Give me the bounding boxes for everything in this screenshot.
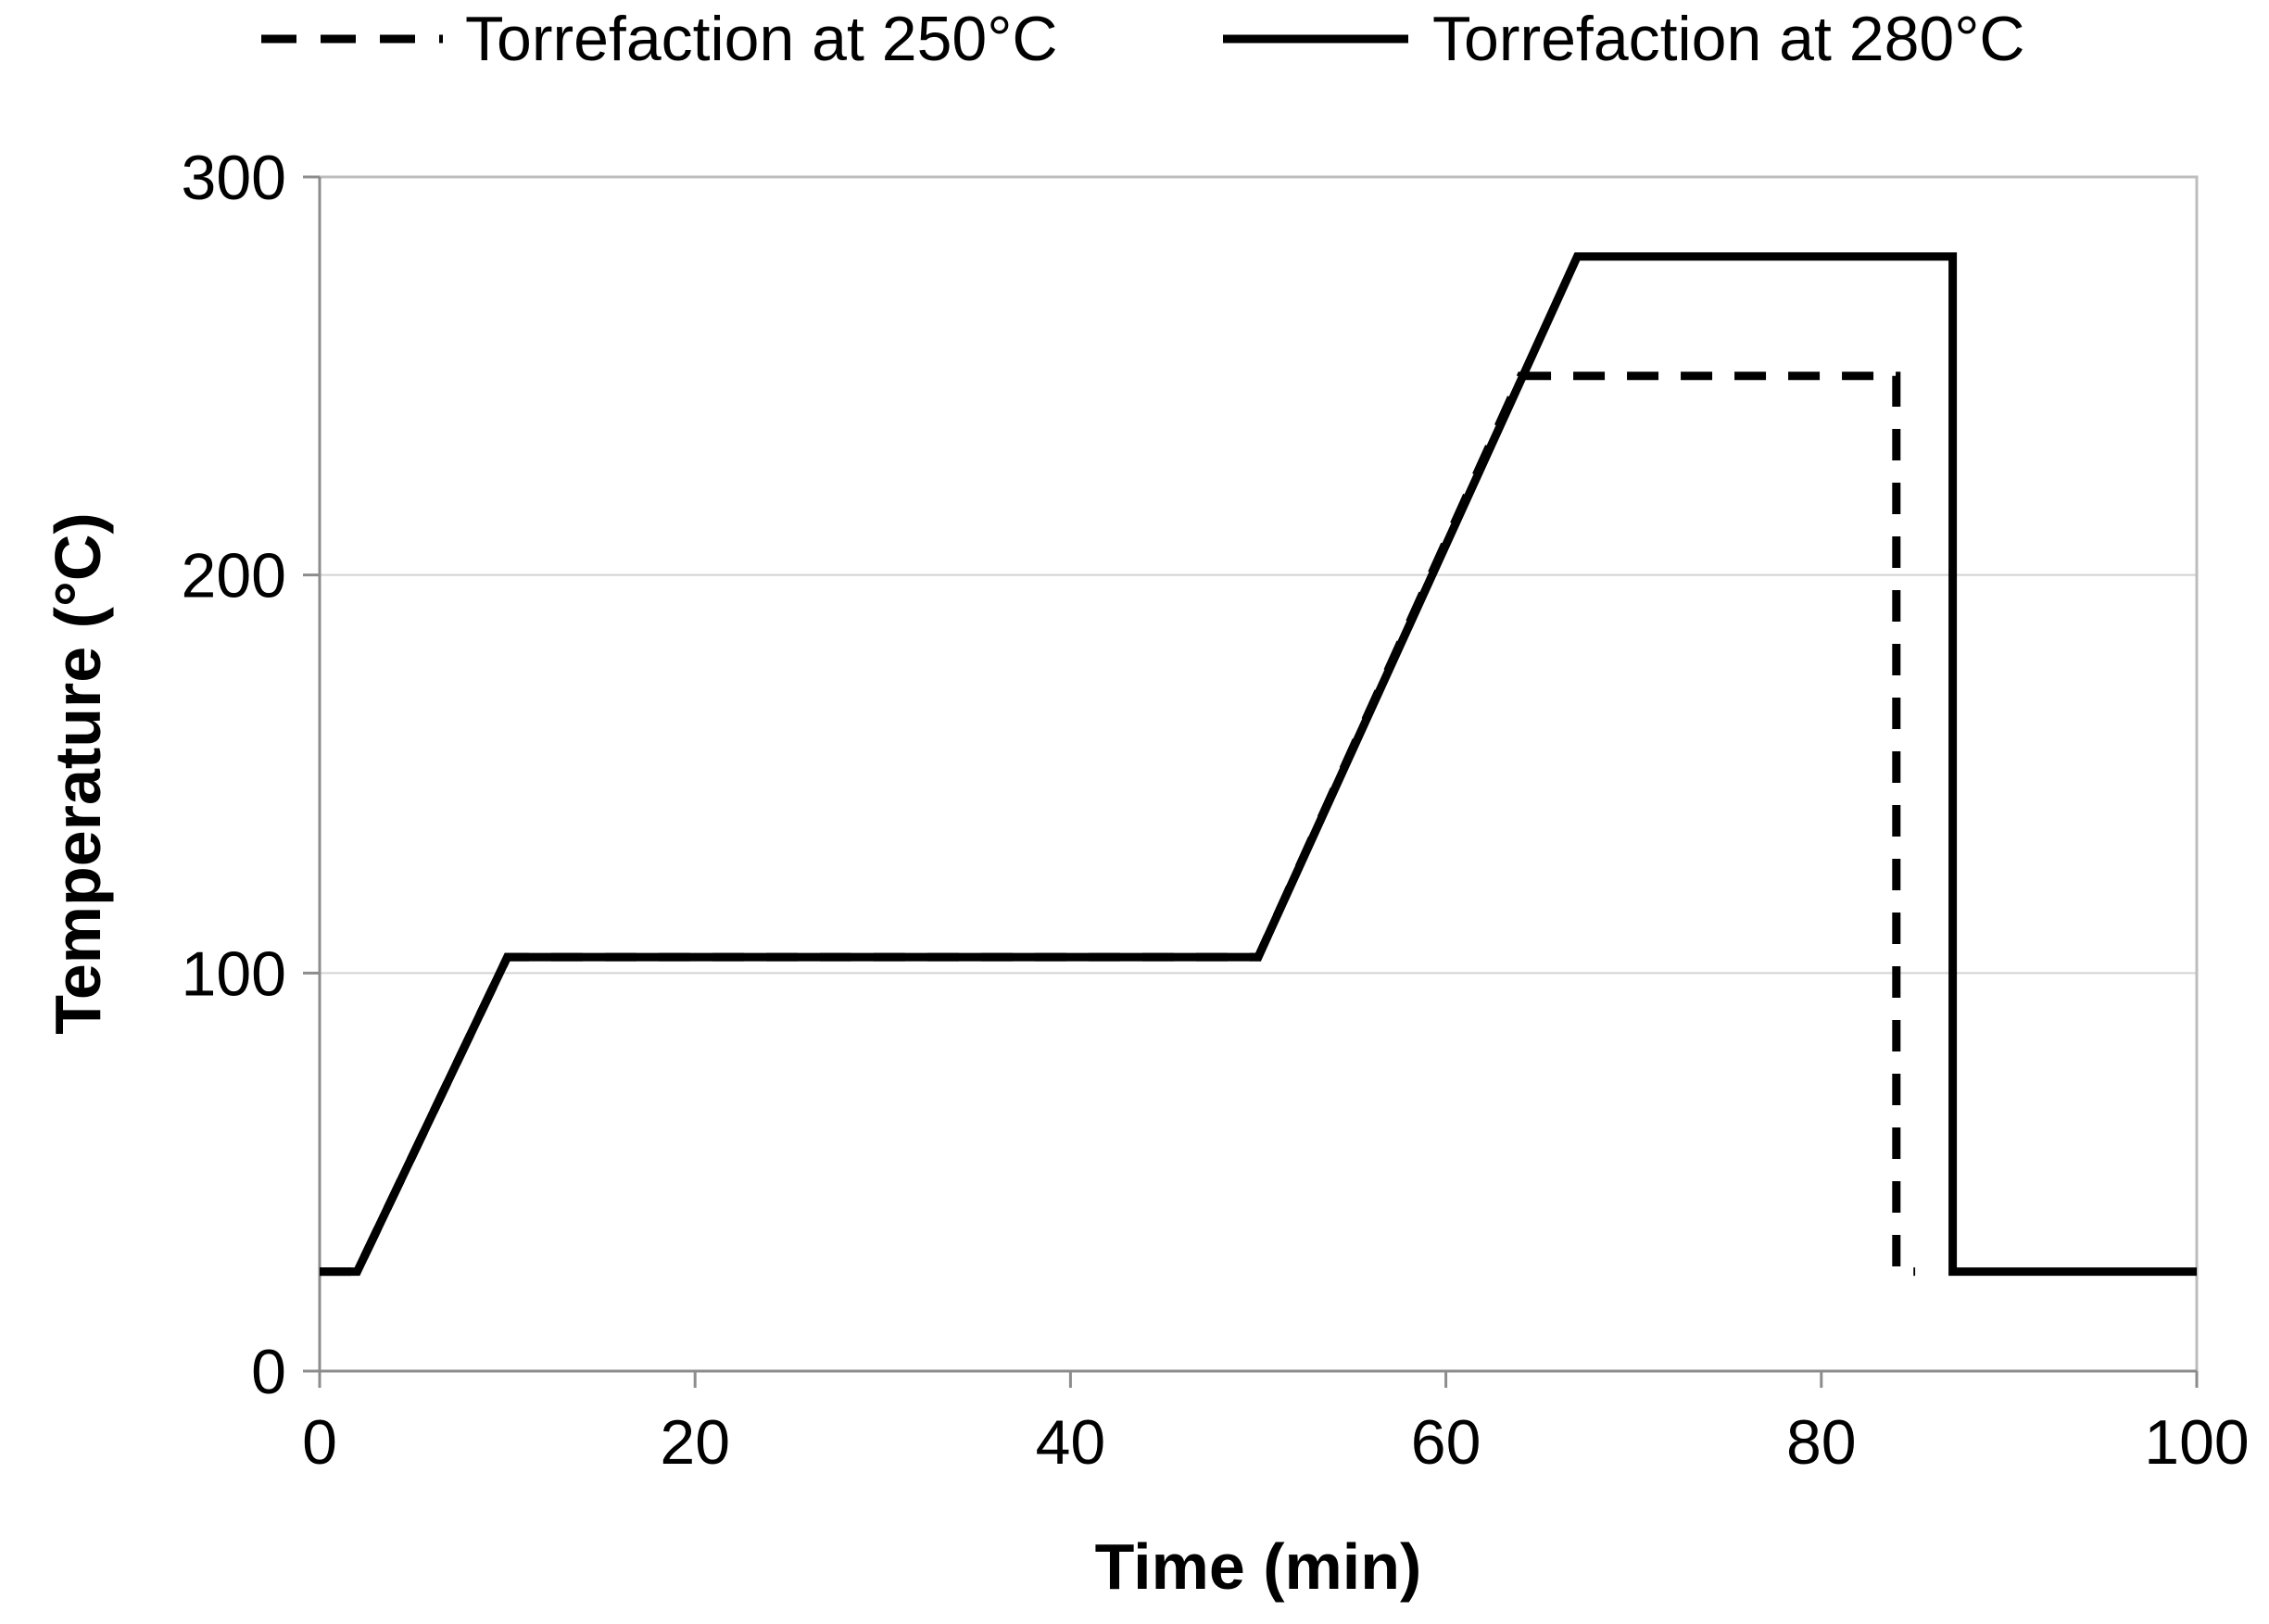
x-tick-label-0: 0 [302, 1407, 337, 1478]
legend-label-280: Torrefaction at 280°C [1432, 4, 2025, 74]
legend-label-250: Torrefaction at 250°C [465, 4, 1058, 74]
tick-labels: 0 100 200 300 0 20 40 60 80 100 [182, 143, 2250, 1478]
series-line-0 [320, 371, 1916, 1277]
plot-area-frame [318, 175, 2199, 1373]
y-tick-label-100: 100 [182, 938, 286, 1009]
y-tick-label-300: 300 [182, 143, 286, 213]
y-axis-title: Temperature (°C) [42, 512, 114, 1034]
y-tick-label-0: 0 [251, 1337, 286, 1407]
x-tick-label-40: 40 [1036, 1407, 1106, 1478]
x-tick-label-80: 80 [1786, 1407, 1857, 1478]
x-tick-label-100: 100 [2144, 1407, 2249, 1478]
legend: Torrefaction at 250°C Torrefaction at 28… [261, 4, 2025, 74]
x-axis-title: Time (min) [1095, 1530, 1422, 1603]
y-tick-label-200: 200 [182, 541, 286, 611]
series-line-1 [320, 252, 2197, 1277]
x-tick-label-20: 20 [660, 1407, 730, 1478]
series-group [320, 252, 2197, 1277]
gridlines [320, 176, 2197, 975]
axis-ticks [303, 175, 2199, 1388]
x-tick-label-60: 60 [1411, 1407, 1481, 1478]
